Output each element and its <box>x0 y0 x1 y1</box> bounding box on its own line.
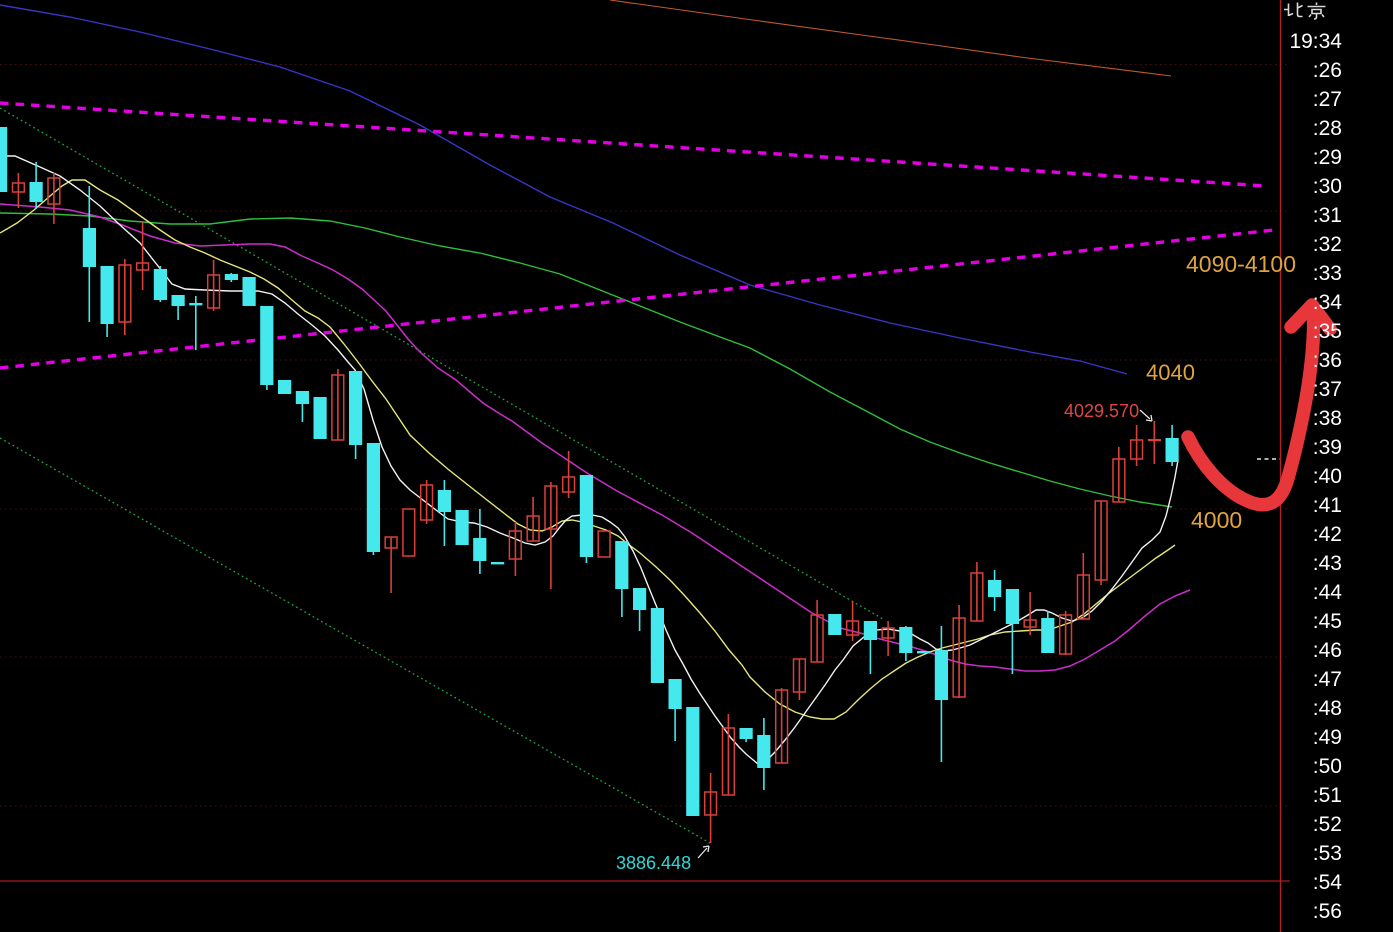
svg-text::47: :47 <box>1313 668 1342 691</box>
svg-text::33: :33 <box>1313 262 1342 285</box>
svg-text::43: :43 <box>1313 552 1342 575</box>
svg-text::44: :44 <box>1313 581 1343 604</box>
svg-text::39: :39 <box>1313 436 1342 459</box>
svg-text:4040: 4040 <box>1146 360 1195 385</box>
svg-text::42: :42 <box>1313 523 1342 546</box>
svg-text::45: :45 <box>1313 610 1342 633</box>
svg-text::28: :28 <box>1313 117 1342 140</box>
svg-text::54: :54 <box>1313 871 1343 894</box>
svg-text::56: :56 <box>1313 900 1342 923</box>
svg-text::30: :30 <box>1313 175 1342 198</box>
svg-text:4029.570: 4029.570 <box>1064 401 1139 421</box>
svg-text::49: :49 <box>1313 726 1342 749</box>
svg-text::53: :53 <box>1313 842 1342 865</box>
svg-text:19:34: 19:34 <box>1289 30 1342 53</box>
svg-text::50: :50 <box>1313 755 1342 778</box>
svg-text::32: :32 <box>1313 233 1342 256</box>
svg-text:4090-4100: 4090-4100 <box>1186 251 1296 277</box>
svg-text::41: :41 <box>1313 494 1342 517</box>
svg-text::26: :26 <box>1313 59 1342 82</box>
svg-text::52: :52 <box>1313 813 1342 836</box>
svg-text:4000: 4000 <box>1191 507 1242 533</box>
svg-text::48: :48 <box>1313 697 1342 720</box>
svg-text::51: :51 <box>1313 784 1342 807</box>
svg-text::38: :38 <box>1313 407 1342 430</box>
svg-text:3886.448: 3886.448 <box>616 853 691 873</box>
svg-text::36: :36 <box>1313 349 1342 372</box>
svg-text::27: :27 <box>1313 88 1342 111</box>
svg-text::29: :29 <box>1313 146 1342 169</box>
svg-text::37: :37 <box>1313 378 1342 401</box>
svg-text::40: :40 <box>1313 465 1342 488</box>
svg-text::31: :31 <box>1313 204 1342 227</box>
svg-text::34: :34 <box>1313 291 1343 314</box>
svg-text::35: :35 <box>1313 320 1342 343</box>
svg-text::46: :46 <box>1313 639 1342 662</box>
